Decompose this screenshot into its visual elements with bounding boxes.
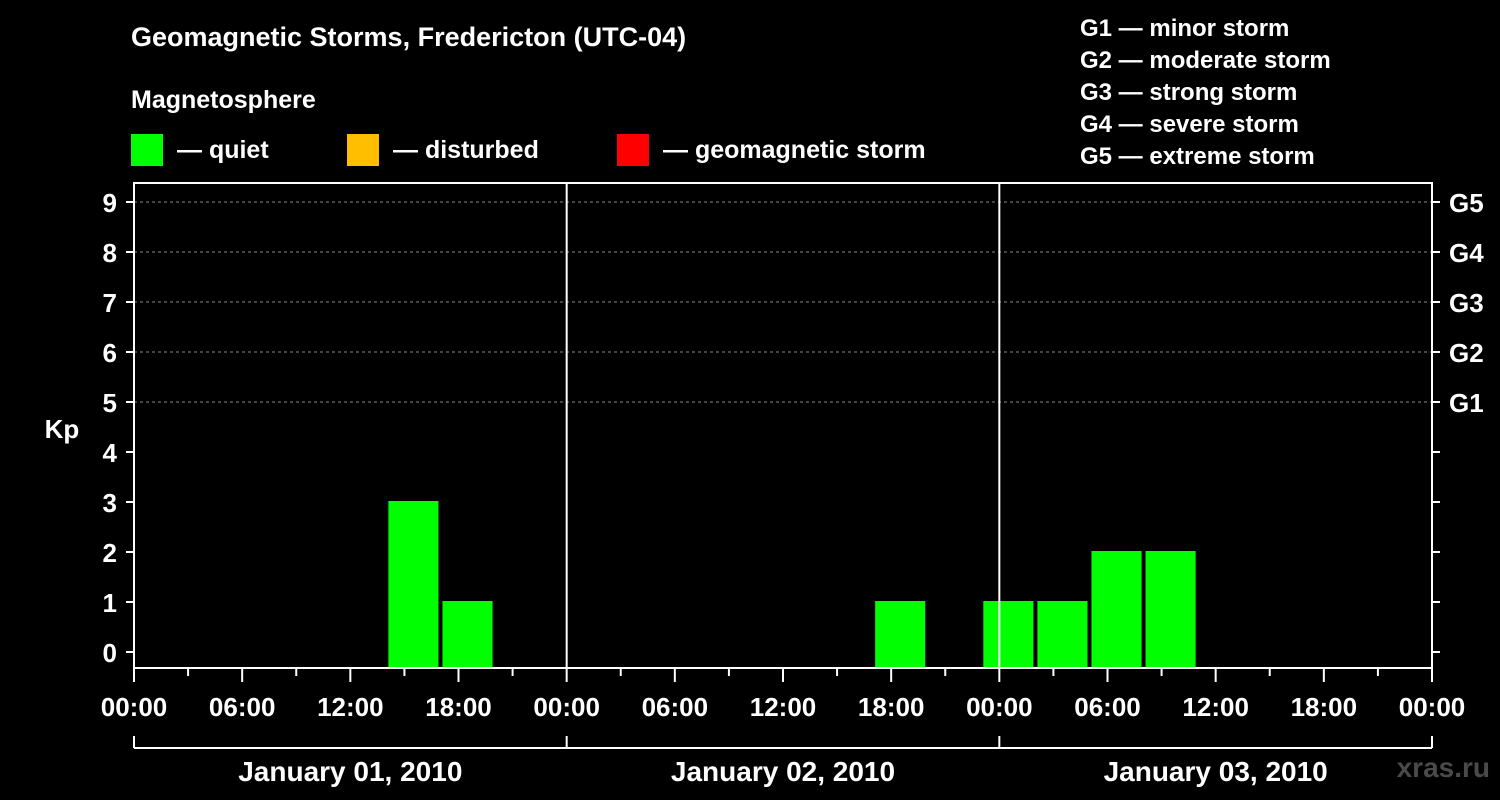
kp-bar-6 <box>1145 551 1196 668</box>
y-tick-label: 5 <box>103 388 117 418</box>
legend-label-disturbed: — disturbed <box>393 135 539 164</box>
storm-level-g2: G2 — moderate storm <box>1080 47 1331 74</box>
legend-label-storm: — geomagnetic storm <box>663 135 926 164</box>
legend-label-quiet: — quiet <box>177 135 269 164</box>
x-tick-label: 18:00 <box>425 692 492 722</box>
x-tick-label: 00:00 <box>533 692 600 722</box>
x-tick-label: 18:00 <box>1291 692 1358 722</box>
kp-bar-2 <box>875 601 926 668</box>
y-tick-label: 7 <box>103 288 117 318</box>
legend-item-quiet: — quiet <box>131 134 269 166</box>
x-tick-label: 12:00 <box>317 692 384 722</box>
kp-bar-5 <box>1091 551 1142 668</box>
y-axis-label: Kp <box>45 414 80 444</box>
x-tick-label: 12:00 <box>750 692 817 722</box>
g-level-axis-label: G4 <box>1449 238 1484 268</box>
x-tick-label: 00:00 <box>966 692 1033 722</box>
chart-axes: 0 1 2 3 4 5 6 7 8 9 G1 G2 G3 G4 G5 00:00 06:00 12:00 18:00… <box>101 188 1484 787</box>
x-tick-label: 12:00 <box>1182 692 1249 722</box>
kp-bar-1 <box>442 601 493 668</box>
legend-item-storm: — geomagnetic storm <box>617 134 926 166</box>
g-level-axis-label: G3 <box>1449 288 1484 318</box>
x-tick-label: 06:00 <box>209 692 276 722</box>
storm-level-g5: G5 — extreme storm <box>1080 143 1315 170</box>
g-level-axis-label: G5 <box>1449 188 1484 218</box>
y-tick-label: 1 <box>103 588 117 618</box>
watermark-text: xras.ru <box>1396 752 1490 783</box>
legend-swatch-quiet <box>131 134 163 166</box>
chart-bars <box>388 501 1196 668</box>
y-tick-label: 2 <box>103 538 117 568</box>
chart-frame <box>133 182 1433 669</box>
legend-swatch-storm <box>617 134 649 166</box>
y-tick-label: 0 <box>103 638 117 668</box>
x-tick-label: 06:00 <box>1074 692 1141 722</box>
legend-title: Magnetosphere <box>131 86 316 114</box>
day-label: January 02, 2010 <box>671 756 895 787</box>
x-tick-label: 00:00 <box>1399 692 1466 722</box>
y-tick-label: 8 <box>103 238 117 268</box>
plot-frame <box>133 182 1433 669</box>
y-tick-label: 9 <box>103 188 117 218</box>
y-tick-label: 4 <box>103 438 118 468</box>
g-level-axis-label: G1 <box>1449 388 1484 418</box>
kp-bar-3 <box>983 601 1034 668</box>
kp-bar-4 <box>1037 601 1088 668</box>
day-label: January 03, 2010 <box>1104 756 1328 787</box>
x-tick-label: 00:00 <box>101 692 168 722</box>
x-tick-label: 06:00 <box>642 692 709 722</box>
chart-grid <box>134 201 1432 403</box>
legend-swatch-disturbed <box>347 134 379 166</box>
x-tick-label: 18:00 <box>858 692 925 722</box>
chart-title: Geomagnetic Storms, Fredericton (UTC-04) <box>131 22 687 52</box>
storm-level-g3: G3 — strong storm <box>1080 79 1298 106</box>
storm-level-g4: G4 — severe storm <box>1080 111 1299 138</box>
y-tick-label: 3 <box>103 488 117 518</box>
storm-level-g1: G1 — minor storm <box>1080 15 1290 42</box>
legend-item-disturbed: — disturbed <box>347 134 539 166</box>
g-level-axis-label: G2 <box>1449 338 1484 368</box>
day-label: January 01, 2010 <box>238 756 462 787</box>
kp-bar-0 <box>388 501 439 668</box>
y-tick-label: 6 <box>103 338 117 368</box>
